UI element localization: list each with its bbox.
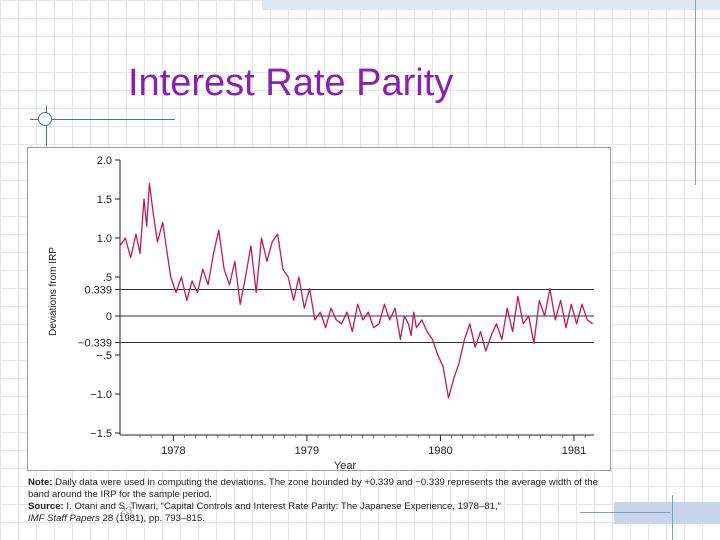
y-tick-label: −1.5	[90, 428, 112, 440]
decor-bottom-band	[614, 502, 720, 524]
note-label: Note:	[28, 477, 53, 488]
x-tick-label: 1981	[562, 445, 586, 457]
chart-panel: 2.0 1.5 1.0 .5 0.339 0 −0.339 −.5 −1.0 −1.5 1978 19…	[27, 147, 611, 471]
y-tick-label: 2.0	[97, 155, 112, 167]
x-tick-label: 1980	[428, 445, 452, 457]
y-axis-label: Deviations from IRP	[48, 247, 59, 336]
y-tick-label: 1.5	[97, 194, 112, 206]
y-tick-label: −0.339	[78, 337, 112, 349]
source-citation: 28 (1981), pp. 793–815.	[100, 513, 205, 524]
y-tick-label: .5	[103, 272, 112, 284]
decor-bottom-vline	[672, 495, 673, 540]
slide-title: Interest Rate Parity	[128, 62, 453, 105]
source-journal: IMF Staff Papers	[28, 513, 100, 524]
decor-right-line	[695, 0, 696, 185]
x-tick-label: 1979	[295, 445, 319, 457]
y-tick-label: 1.0	[97, 233, 112, 245]
page-number: 23	[120, 505, 132, 517]
decor-top-band	[262, 0, 720, 10]
note-text: Daily data were used in computing the de…	[28, 477, 598, 500]
series-line	[120, 183, 593, 398]
x-axis-label: Year	[334, 460, 357, 470]
source-label: Source:	[28, 501, 64, 512]
chart-note: Note: Daily data were used in computing …	[28, 477, 618, 525]
y-tick-label: −.5	[96, 350, 112, 362]
x-tick-label: 1978	[161, 445, 185, 457]
irp-deviation-chart: 2.0 1.5 1.0 .50.339 0 −0.339−.5 −1.0 −1.5 1978 19…	[28, 148, 610, 470]
decor-circle-icon	[38, 112, 52, 126]
y-tick-label: 0.339	[84, 285, 112, 297]
y-tick-label: 0	[106, 311, 112, 323]
y-tick-label: −1.0	[90, 389, 112, 401]
